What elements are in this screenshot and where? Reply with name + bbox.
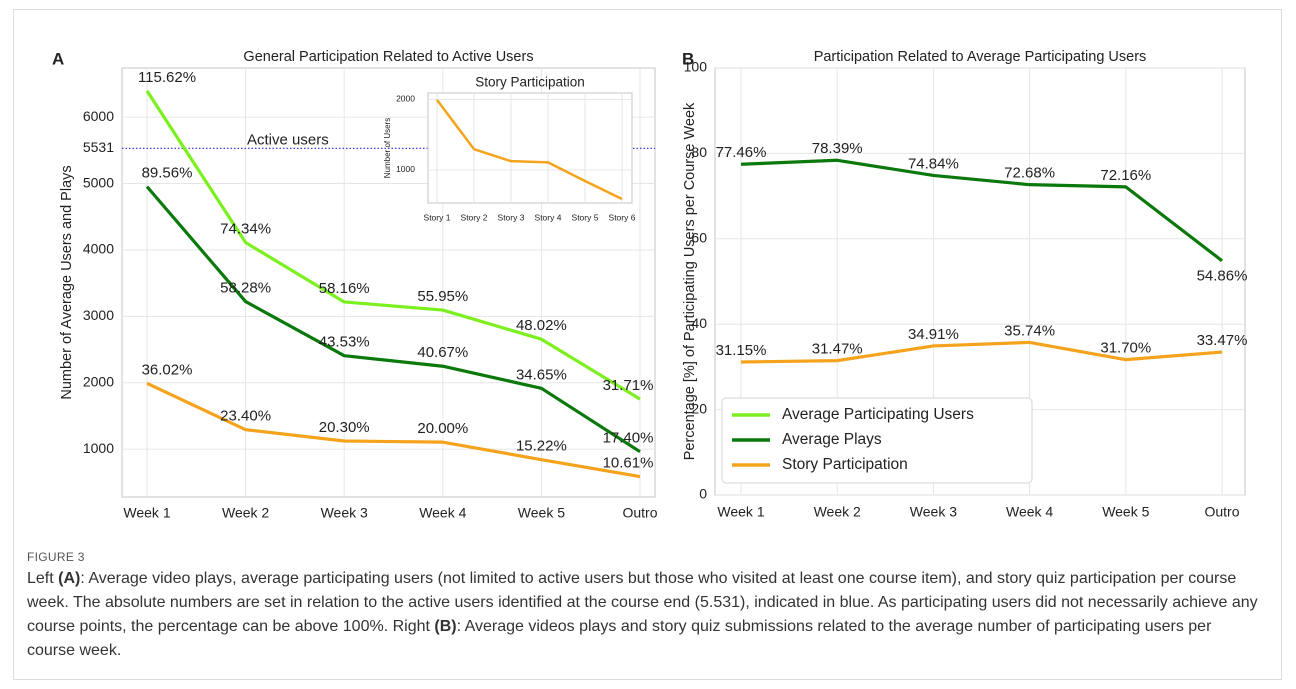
plot-area — [427, 92, 633, 204]
x-tick-label: Week 3 — [321, 505, 368, 521]
data-label: 31.47% — [812, 341, 863, 358]
y-tick-label: 80 — [691, 144, 707, 160]
y-tick-label: 6000 — [83, 108, 114, 124]
y-axis-label: Number of Average Users and Plays — [59, 165, 75, 399]
annotation: 23.40% — [220, 408, 271, 425]
x-tick-label: Story 3 — [498, 212, 525, 222]
x-tick-label: Week 1 — [123, 505, 170, 521]
y-tick-label: 40 — [691, 315, 707, 331]
x-tick-label: Outro — [622, 505, 657, 521]
annotation: 58.28% — [220, 280, 271, 297]
legend-label: Average Participating Users — [782, 406, 974, 423]
annotation: 74.34% — [220, 220, 271, 237]
x-tick-label: Week 5 — [1102, 504, 1149, 520]
y-tick-label: 0 — [699, 486, 707, 502]
annotation: 20.00% — [417, 420, 468, 437]
y-tick-label: 4000 — [83, 241, 114, 257]
data-label: 34.91% — [908, 326, 959, 343]
caption-text: Left — [27, 570, 59, 587]
y-tick-label: 60 — [691, 230, 707, 246]
caption-panel-ref: (A) — [58, 570, 81, 587]
x-tick-label: Week 1 — [717, 504, 764, 520]
annotation: 40.67% — [417, 344, 468, 361]
x-tick-label: Story 1 — [424, 212, 451, 222]
y-tick-label: 100 — [684, 59, 708, 75]
x-tick-label: Week 5 — [518, 505, 565, 521]
line-series — [740, 340, 1223, 364]
annotation: 43.53% — [319, 334, 370, 351]
annotation: 89.56% — [142, 165, 193, 182]
x-tick-label: Week 2 — [814, 504, 861, 520]
y-axis-label: Number of Users — [383, 118, 392, 178]
annotation: 31.71% — [603, 377, 654, 394]
chart-title: Story Participation — [475, 75, 585, 90]
y-axis-label: Percentage [%] of Participating Users pe… — [682, 102, 698, 460]
annotation: 58.16% — [319, 280, 370, 297]
data-label: 77.46% — [716, 144, 767, 161]
data-label: 31.70% — [1100, 340, 1151, 357]
legend-label: Average Plays — [782, 431, 882, 448]
annotation: 20.30% — [319, 419, 370, 436]
x-tick-label: Week 4 — [419, 505, 466, 521]
x-tick-label: Story 2 — [461, 212, 488, 222]
figure-border — [13, 9, 1282, 680]
line-series — [436, 99, 623, 201]
chart-title: General Participation Related to Active … — [243, 49, 533, 65]
annotation: 36.02% — [142, 361, 193, 378]
x-tick-label: Story 4 — [535, 212, 562, 222]
y-tick-label: 3000 — [83, 307, 114, 323]
caption-text: : Average video plays, average participa… — [27, 570, 1258, 635]
line-series — [145, 90, 641, 401]
x-tick-label: Week 4 — [1006, 504, 1053, 520]
annotation: 15.22% — [516, 438, 567, 455]
y-tick-label: 2000 — [396, 94, 415, 104]
data-label: 54.86% — [1197, 268, 1248, 285]
caption-text: : Average videos plays and story quiz su… — [27, 618, 1212, 659]
caption-label: FIGURE 3 — [27, 550, 85, 564]
data-label: 35.74% — [1004, 322, 1055, 339]
x-tick-label: Story 6 — [609, 212, 636, 222]
annotation: 10.61% — [603, 455, 654, 472]
annotation: 55.95% — [417, 288, 468, 305]
x-tick-label: Week 2 — [222, 505, 269, 521]
y-tick-label: 5000 — [83, 174, 114, 190]
reference-tick-label: 5531 — [83, 139, 114, 155]
caption: Left (A): Average video plays, average p… — [27, 567, 1259, 663]
y-tick-label: 1000 — [83, 440, 114, 456]
data-label: 72.68% — [1004, 165, 1055, 182]
data-label: 33.47% — [1197, 332, 1248, 349]
line-series — [740, 158, 1223, 263]
annotation: 115.62% — [138, 69, 196, 86]
annotation: 34.65% — [516, 366, 567, 383]
data-label: 31.15% — [716, 342, 767, 359]
x-tick-label: Outro — [1204, 504, 1239, 520]
data-label: 72.16% — [1100, 167, 1151, 184]
chart-title: Participation Related to Average Partici… — [814, 49, 1147, 65]
annotation: 17.40% — [603, 430, 654, 447]
x-tick-label: Week 3 — [910, 504, 957, 520]
panel-label: B — [682, 49, 694, 68]
y-tick-label: 1000 — [396, 164, 415, 174]
legend-label: Story Participation — [782, 456, 908, 473]
legend-box — [721, 397, 1033, 484]
caption-panel-ref: (B) — [434, 618, 457, 635]
reference-label: Active users — [247, 131, 329, 148]
data-label: 74.84% — [908, 155, 959, 172]
y-tick-label: 2000 — [83, 373, 114, 389]
x-tick-label: Story 5 — [572, 212, 599, 222]
line-series — [146, 381, 641, 479]
line-series — [145, 185, 641, 454]
y-tick-label: 20 — [691, 400, 707, 416]
annotation: 48.02% — [516, 317, 567, 334]
data-label: 78.39% — [812, 140, 863, 157]
panel-label: A — [52, 49, 64, 68]
